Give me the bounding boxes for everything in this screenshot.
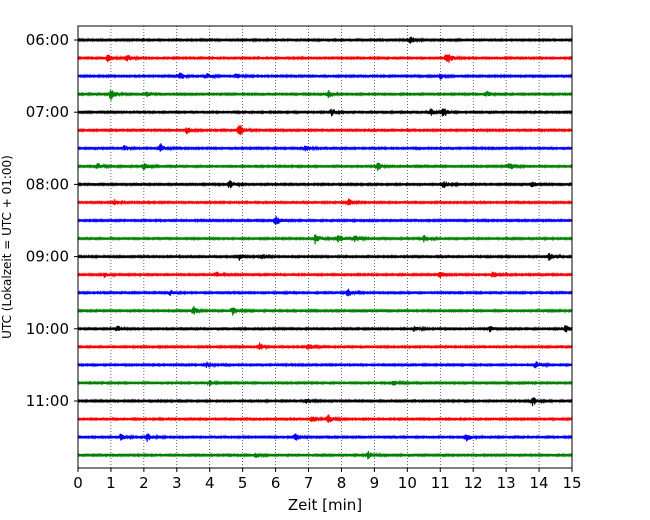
y-tick-label: 11:00	[26, 392, 69, 410]
x-tick-label: 8	[337, 474, 347, 492]
y-tick-label: 06:00	[26, 31, 69, 49]
x-axis-ticks: 0 1 2 3 4 5 6 7 8 9 10 11 12 13 14 15	[73, 468, 582, 492]
x-tick-label: 7	[304, 474, 314, 492]
x-tick-label: 4	[205, 474, 215, 492]
x-tick-label: 6	[271, 474, 281, 492]
x-tick-label: 0	[73, 474, 83, 492]
x-tick-label: 15	[562, 474, 581, 492]
y-axis-label: UTC (Lokalzeit = UTC + 01:00)	[0, 155, 14, 339]
x-tick-label: 10	[398, 474, 417, 492]
x-axis-label: Zeit [min]	[288, 496, 362, 514]
plot-frame	[77, 25, 573, 469]
x-tick-label: 11	[431, 474, 450, 492]
y-tick-label: 10:00	[26, 320, 69, 338]
x-tick-label: 5	[238, 474, 248, 492]
y-axis-ticks: 06:00 07:00 08:00 09:00 10:00 11:00	[26, 31, 78, 410]
x-tick-label: 13	[497, 474, 516, 492]
x-tick-label: 12	[464, 474, 483, 492]
seismogram-trace	[77, 89, 573, 101]
x-tick-label: 14	[530, 474, 549, 492]
x-tick-label: 1	[106, 474, 116, 492]
y-tick-label: 09:00	[26, 248, 69, 266]
x-tick-label: 9	[370, 474, 380, 492]
x-tick-label: 3	[172, 474, 182, 492]
y-tick-label: 07:00	[26, 103, 69, 121]
y-tick-label: 08:00	[26, 175, 69, 193]
seismogram-traces	[77, 36, 573, 460]
x-tick-label: 2	[139, 474, 149, 492]
